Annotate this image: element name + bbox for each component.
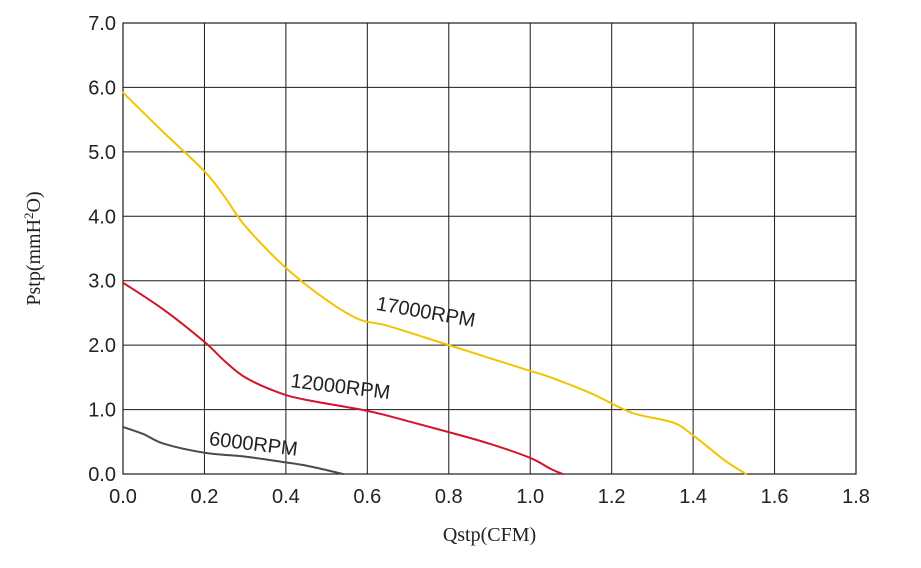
series-lines [122, 91, 748, 475]
y-tick-label: 4.0 [88, 206, 116, 228]
x-tick-label: 0.4 [272, 486, 300, 508]
x-tick-label: 1.8 [842, 486, 870, 508]
x-tick-label: 0.6 [353, 486, 381, 508]
y-tick-label: 6.0 [88, 77, 116, 99]
x-tick-label: 0.2 [191, 486, 219, 508]
y-tick-label: 2.0 [88, 335, 116, 357]
x-tick-label: 0.0 [109, 486, 137, 508]
x-tick-label: 0.8 [435, 486, 463, 508]
y-tick-label: 0.0 [88, 464, 116, 486]
x-axis-ticks: 0.0 0.2 0.4 0.6 0.8 1.0 1.2 1.4 1.6 1.8 [109, 486, 870, 508]
plot-area-frame [122, 22, 857, 475]
x-tick-label: 1.4 [679, 486, 707, 508]
chart-grid [122, 22, 857, 475]
series-line-12000rpm [122, 281, 564, 475]
x-tick-label: 1.2 [598, 486, 626, 508]
y-tick-label: 3.0 [88, 271, 116, 293]
x-tick-label: 1.6 [761, 486, 789, 508]
x-tick-label: 1.0 [516, 486, 544, 508]
y-axis-title-main: Pstp(mmH [23, 219, 45, 306]
series-label-6000rpm: 6000RPM [208, 428, 299, 461]
y-axis-ticks: 0.0 1.0 2.0 3.0 4.0 5.0 6.0 7.0 [88, 13, 116, 486]
x-axis-title: Qstp(CFM) [443, 524, 536, 546]
y-tick-label: 7.0 [88, 13, 116, 35]
series-line-17000rpm [122, 91, 748, 475]
y-axis-title: Pstp(mmH2O) [21, 191, 45, 305]
y-axis-title-superscript: 2 [21, 212, 36, 219]
y-axis-title-tail: O) [23, 191, 45, 212]
y-tick-label: 1.0 [88, 400, 116, 422]
y-tick-label: 5.0 [88, 142, 116, 164]
series-line-6000rpm [122, 425, 344, 475]
